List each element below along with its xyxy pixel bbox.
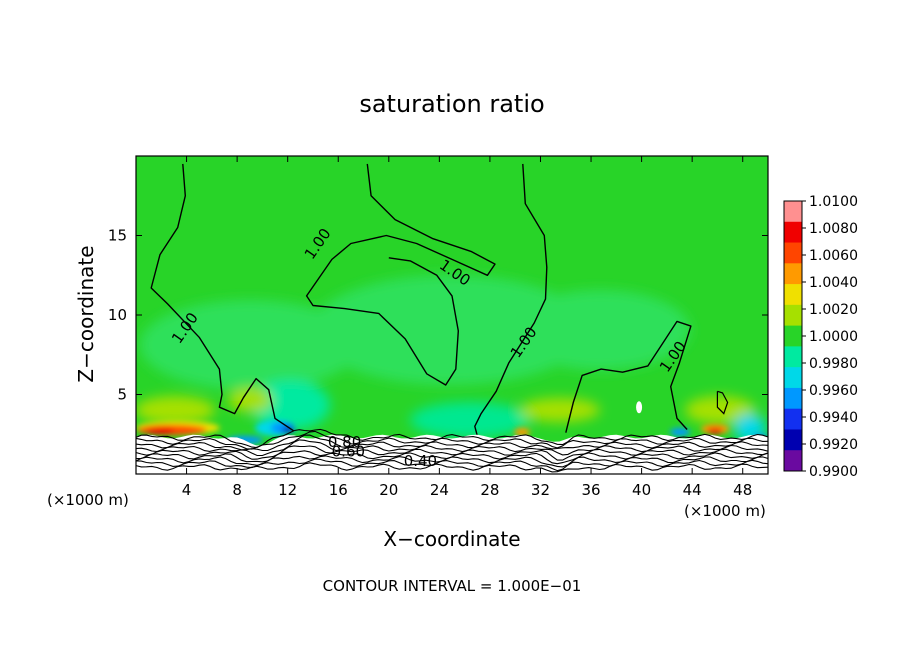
colorbar-swatch: [784, 242, 802, 264]
contour-line-lower: [136, 428, 768, 449]
x-tick-label: 44: [683, 481, 702, 499]
x-axis: 4 8 12 16 20 24 28 32 36 40 44 48: [182, 156, 752, 499]
colorbar-swatch: [784, 221, 802, 244]
x-unit-right: (×1000 m): [684, 502, 766, 520]
contour-line-1-00: [150, 163, 295, 432]
x-unit-left: (×1000 m): [47, 491, 129, 509]
x-tick-label: 36: [581, 481, 600, 499]
heatmap-field: 1.001.001.00 1.00 1.000.800.600.40: [136, 156, 768, 474]
contour-line-lower: [136, 455, 768, 468]
x-tick-label: 28: [480, 481, 499, 499]
colorbar-label: 1.0080: [809, 221, 858, 237]
colorbar-swatch: [784, 346, 802, 368]
y-axis-label: Z−coordinate: [74, 245, 98, 382]
colorbar-label: 0.9920: [809, 437, 858, 453]
heatmap-cells: [136, 275, 766, 442]
colorbar-label: 0.9900: [809, 464, 858, 480]
colorbar-swatch: [784, 325, 802, 347]
contour-line-lower: [136, 445, 768, 461]
contour-line-1-00: [565, 320, 692, 433]
x-tick-label: 8: [232, 481, 242, 499]
x-tick-label: 24: [430, 481, 449, 499]
contour-line-small: [716, 390, 729, 415]
y-axis: 5 10 15: [108, 227, 768, 404]
colorbar-swatch: [784, 387, 802, 410]
colorbar: 1.0100 1.0080 1.0060 1.0040 1.0020 1.0000 0.99…: [783, 194, 858, 480]
y-tick-label: 10: [108, 306, 127, 324]
colorbar-label: 0.9940: [809, 410, 858, 426]
contour-line-lower: [136, 458, 768, 472]
colorbar-swatch: [784, 408, 802, 430]
colorbar-swatch: [784, 450, 802, 472]
colorbar-swatch: [784, 304, 802, 327]
contour-line-lower: [136, 439, 768, 457]
contour-label: 0.40: [404, 452, 437, 470]
contour-interval-footer: CONTOUR INTERVAL = 1.000E−01: [323, 577, 582, 595]
x-axis-label: X−coordinate: [383, 527, 520, 551]
contour-label: 0.60: [332, 443, 365, 461]
colorbar-label: 1.0020: [809, 302, 858, 318]
chart-title: saturation ratio: [359, 90, 544, 118]
contour-line-1-00: [474, 163, 548, 436]
contour-line-1-00: [305, 163, 496, 386]
x-tick-label: 16: [329, 481, 348, 499]
colorbar-label: 1.0100: [809, 194, 858, 210]
colorbar-label: 1.0040: [809, 275, 858, 291]
colorbar-swatch: [784, 201, 802, 223]
colorbar-swatch: [784, 367, 802, 389]
colorbar-label: 0.9980: [809, 356, 858, 372]
colorbar-swatch: [784, 284, 802, 306]
x-tick-label: 20: [379, 481, 398, 499]
colorbar-swatch: [784, 429, 802, 451]
colorbar-swatch: [784, 263, 802, 285]
x-tick-label: 32: [531, 481, 550, 499]
contour-label: 0.80: [328, 433, 361, 451]
heatmap-undefined-patch: [636, 401, 643, 414]
y-tick-label: 5: [117, 386, 127, 404]
contour-lines: [136, 163, 768, 474]
x-tick-label: 12: [278, 481, 297, 499]
colorbar-label: 0.9960: [809, 383, 858, 399]
x-tick-label: 4: [182, 481, 192, 499]
y-tick-label: 15: [108, 227, 127, 245]
x-tick-label: 40: [632, 481, 651, 499]
colorbar-label: 1.0060: [809, 248, 858, 264]
x-tick-label: 48: [733, 481, 752, 499]
colorbar-label: 1.0000: [809, 329, 858, 345]
contour-line-lower: [136, 462, 768, 473]
